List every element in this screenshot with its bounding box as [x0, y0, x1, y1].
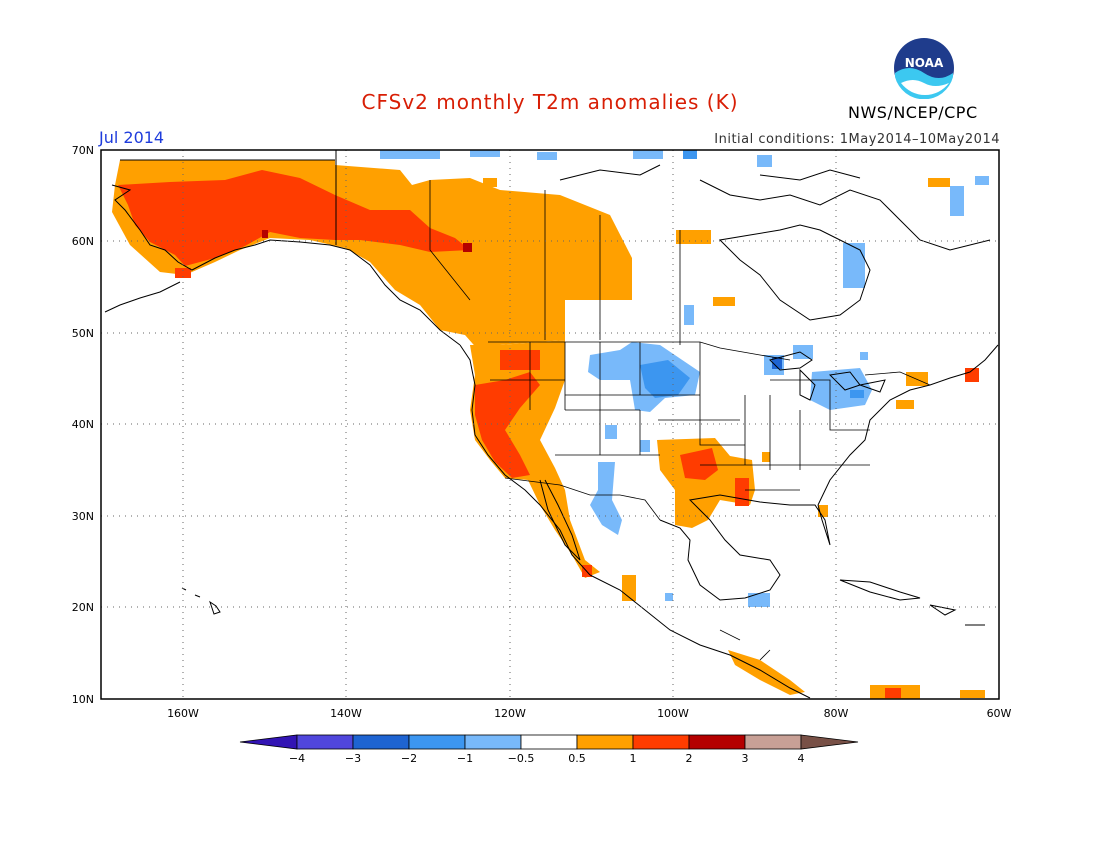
lat-label: 50N [72, 327, 94, 340]
colorbar: −4 −3 −2 −1 −0.5 0.5 1 2 3 4 [239, 734, 859, 765]
initial-conditions: Initial conditions: 1May2014–10May2014 [714, 132, 1000, 147]
great-lakes-cool [810, 368, 872, 410]
lon-label: 140W [330, 707, 362, 720]
colorbar-label: −3 [345, 752, 361, 765]
longitude-labels: 160W 140W 120W 100W 80W 60W [167, 707, 1011, 720]
colorbar-label: 1 [630, 752, 637, 765]
lon-label: 100W [657, 707, 689, 720]
west-coast-warm [470, 340, 600, 578]
colorbar-label: 4 [798, 752, 805, 765]
colorbar-box [744, 734, 802, 750]
lon-label: 120W [494, 707, 526, 720]
colorbar-box [632, 734, 690, 750]
noaa-logo: NOAA [894, 38, 954, 99]
colorbar-left-arrow [239, 734, 298, 750]
colorbar-label: −2 [401, 752, 417, 765]
colorbar-label: 2 [686, 752, 693, 765]
colorbar-label: −4 [289, 752, 305, 765]
colorbar-box [408, 734, 466, 750]
forecast-month: Jul 2014 [99, 128, 165, 147]
colorbar-box [296, 734, 354, 750]
alaska-strong-warm [118, 170, 470, 266]
colorbar-box [688, 734, 746, 750]
lat-label: 20N [72, 601, 94, 614]
lon-label: 160W [167, 707, 199, 720]
lat-label: 70N [72, 144, 94, 157]
colorbar-box [576, 734, 634, 750]
colorbar-box [352, 734, 410, 750]
colorbar-label: −1 [457, 752, 473, 765]
colorbar-label: −0.5 [508, 752, 535, 765]
lon-label: 80W [824, 707, 849, 720]
noaa-logo-text: NOAA [905, 56, 944, 70]
lat-label: 30N [72, 510, 94, 523]
anomaly-fields [112, 150, 989, 699]
colorbar-label: 0.5 [568, 752, 586, 765]
latitude-labels: 70N 60N 50N 40N 30N 20N 10N [72, 144, 94, 706]
lat-label: 10N [72, 693, 94, 706]
lon-label: 60W [987, 707, 1012, 720]
political-borders [429, 180, 931, 661]
oklahoma-strong-warm [680, 448, 718, 480]
colorbar-right-arrow [800, 734, 859, 750]
organization-label: NWS/NCEP/CPC [848, 103, 978, 122]
california-strong-warm [475, 372, 540, 478]
colorbar-box [520, 734, 578, 750]
map-frame [100, 149, 1000, 700]
map-title: CFSv2 monthly T2m anomalies (K) [361, 90, 739, 114]
colorbar-box [464, 734, 522, 750]
lat-label: 40N [72, 418, 94, 431]
southwest-cool [590, 462, 622, 535]
colorbar-label: 3 [742, 752, 749, 765]
lat-label: 60N [72, 235, 94, 248]
